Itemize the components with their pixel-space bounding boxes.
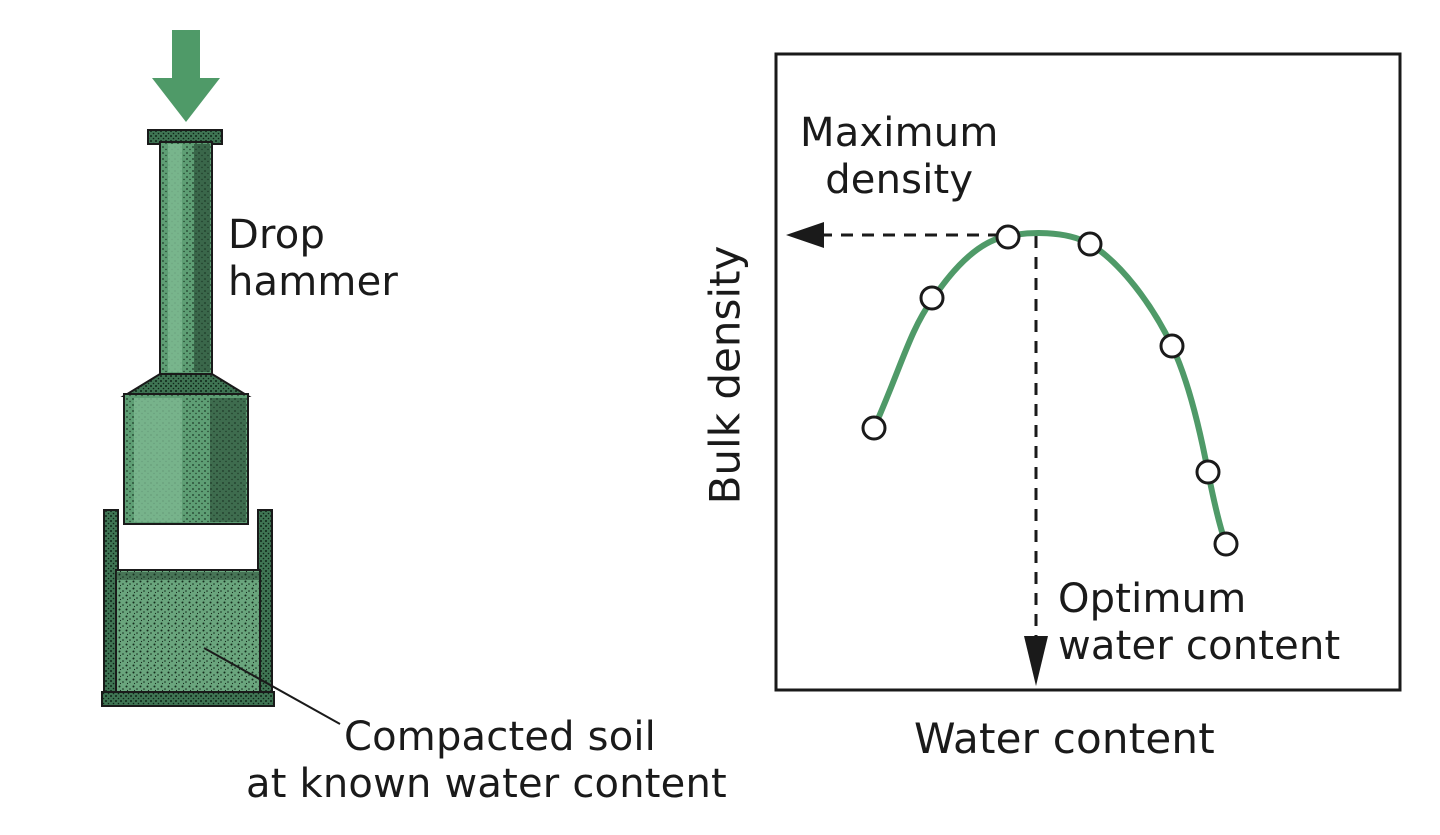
data-points	[861, 224, 1239, 557]
max-density-label-line2: density	[825, 157, 974, 204]
mold-base	[101, 691, 275, 707]
data-point	[1213, 531, 1239, 557]
drop-hammer-label-line1: Drop	[228, 212, 326, 258]
down-arrow-icon	[152, 30, 220, 122]
proctor-apparatus	[101, 30, 341, 725]
hammer-taper	[120, 373, 252, 397]
compacted-soil-label-line1: Compacted soil	[344, 714, 656, 760]
compaction-graph	[774, 52, 1402, 692]
max-density-label-line1: Maximum	[800, 110, 999, 156]
optimum-label-line1: Optimum	[1058, 576, 1247, 622]
data-point	[861, 415, 887, 441]
compacted-soil-label-line2: at known water content	[246, 761, 727, 808]
optimum-water-content-label: Optimum water content	[1058, 576, 1340, 670]
data-point	[995, 224, 1021, 250]
max-density-label: Maximum density	[800, 110, 999, 204]
compacted-soil-label: Compacted soil at known water content	[246, 714, 727, 808]
drop-hammer-label-line2: hammer	[228, 259, 399, 306]
max-density-arrowhead	[786, 222, 824, 248]
graph-frame	[774, 52, 1402, 692]
data-point	[919, 285, 945, 311]
data-point	[1077, 231, 1103, 257]
y-axis-label: Bulk density	[700, 245, 750, 505]
data-point	[1195, 459, 1221, 485]
drop-hammer-label: Drop hammer	[228, 212, 398, 306]
compacted-soil	[115, 569, 261, 703]
optimum-arrowhead	[1024, 636, 1048, 686]
x-axis-label: Water content	[914, 714, 1215, 763]
optimum-label-line2: water content	[1058, 623, 1341, 670]
compaction-curve	[871, 230, 1229, 547]
soil-leader-line	[203, 647, 341, 725]
data-point	[1159, 333, 1185, 359]
